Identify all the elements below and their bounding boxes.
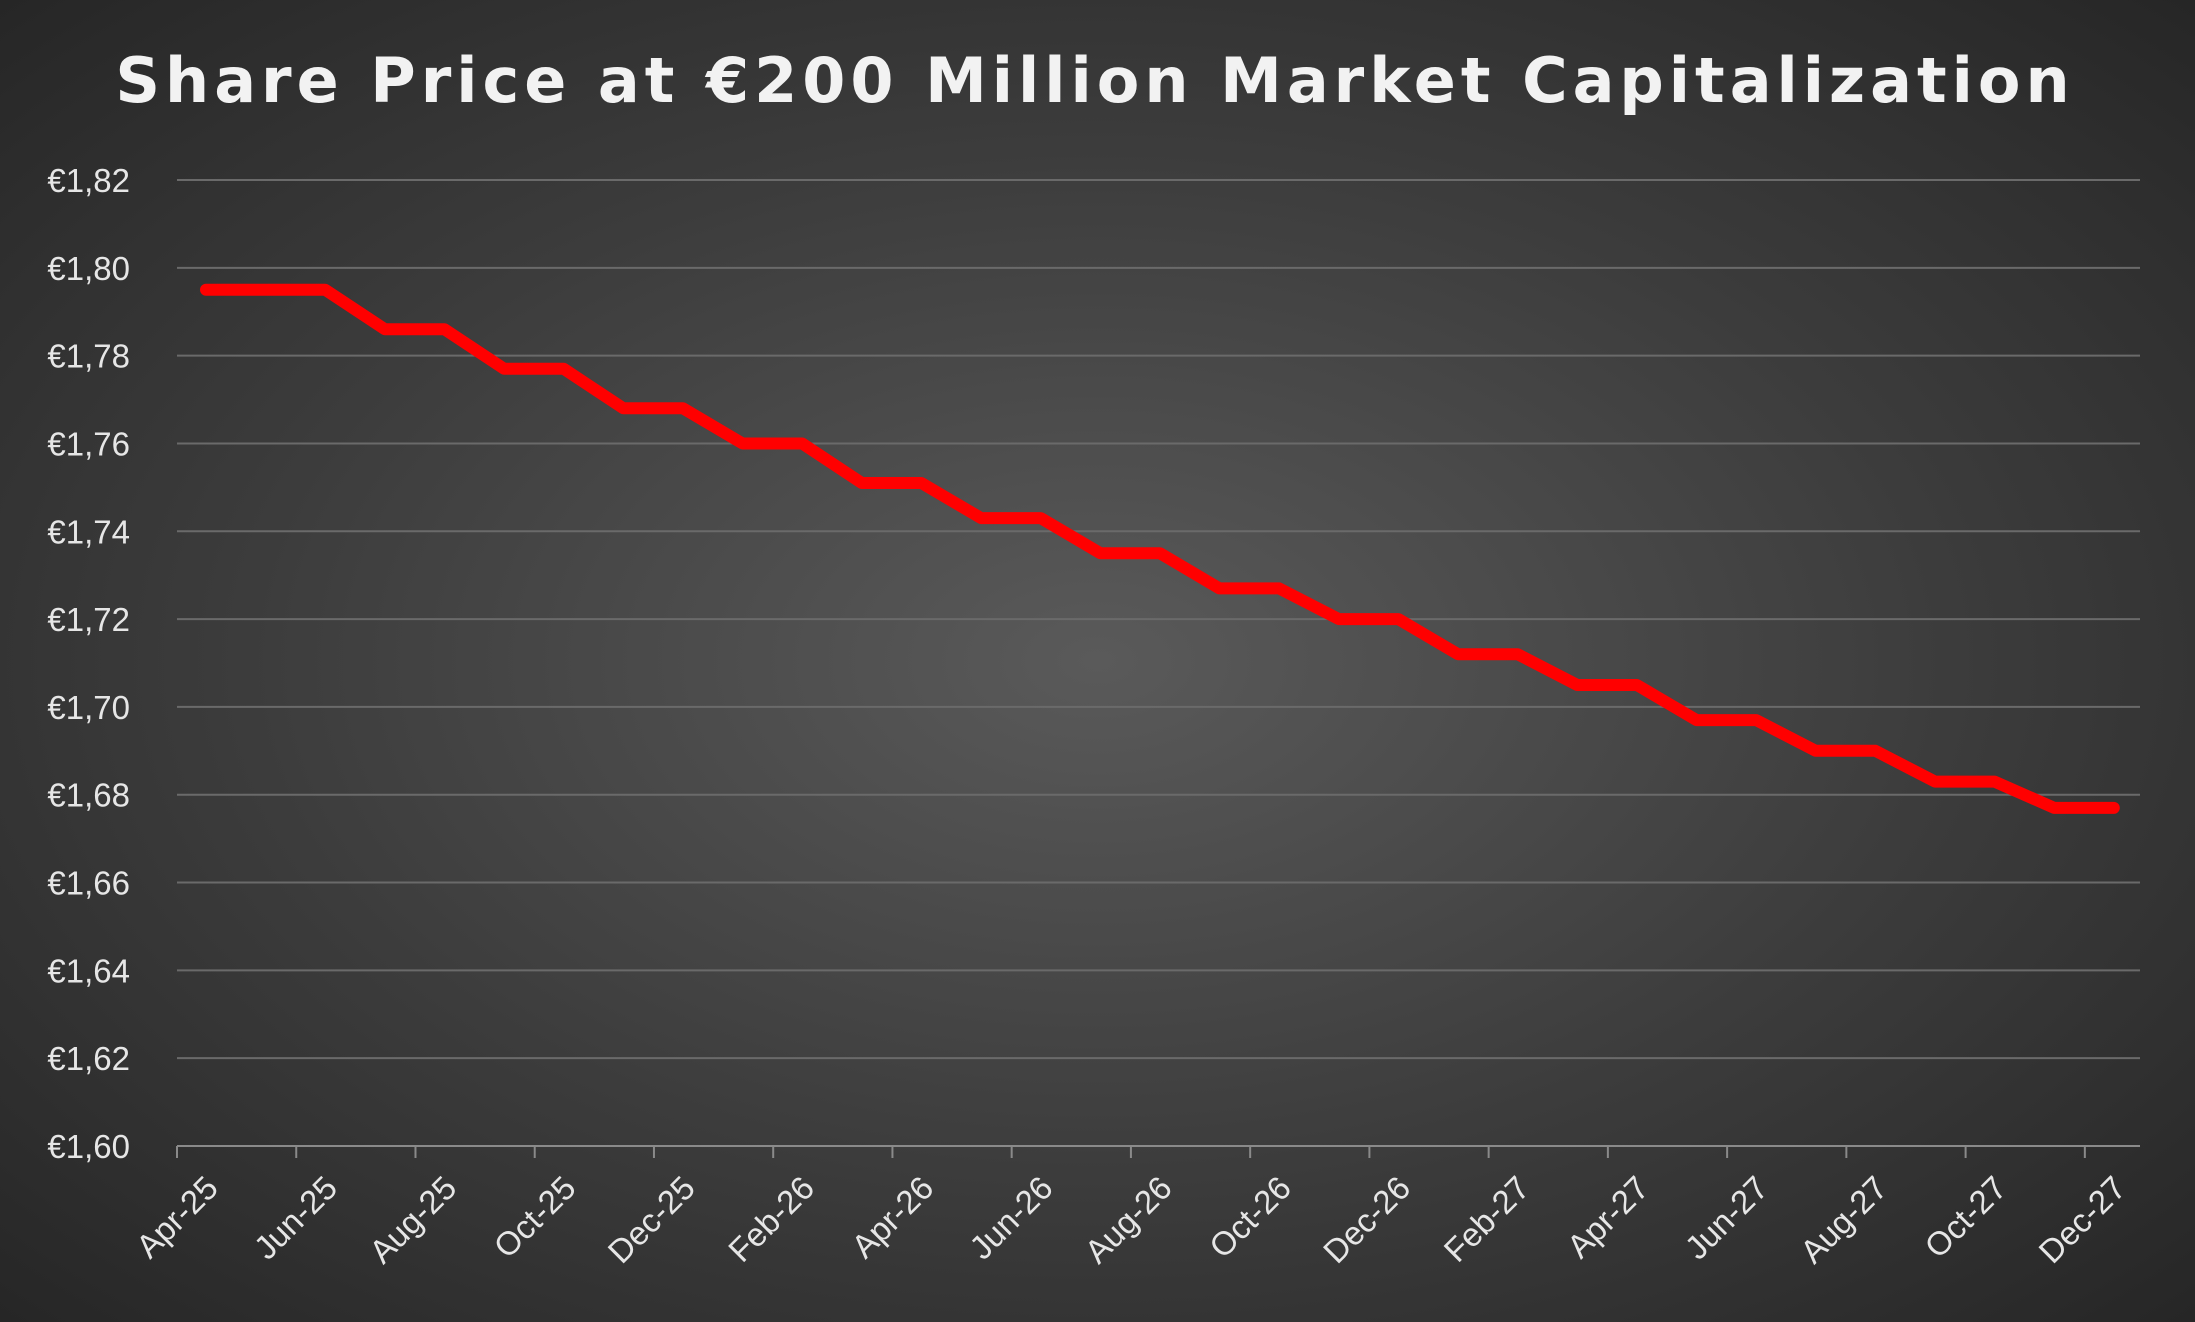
x-tick-label: Apr-27 xyxy=(1560,1169,1656,1265)
x-tick-label: Oct-25 xyxy=(486,1169,582,1265)
x-axis-tick-labels: Apr-25 Jun-25 Aug-25 Oct-25 Dec-25 Feb-26 Apr-… xyxy=(129,1169,2133,1270)
y-tick-label: €1,80 xyxy=(47,250,130,287)
x-tick-label: Apr-25 xyxy=(129,1169,225,1265)
x-tick-label: Jun-26 xyxy=(962,1169,1060,1267)
y-tick-label: €1,66 xyxy=(47,865,130,902)
y-tick-label: €1,74 xyxy=(47,513,130,550)
x-tick-label: Aug-26 xyxy=(1077,1169,1178,1270)
x-tick-label: Dec-27 xyxy=(2031,1169,2132,1270)
chart-title: Share Price at €200 Million Market Capit… xyxy=(115,44,2074,117)
y-tick-label: €1,68 xyxy=(47,777,130,814)
y-tick-label: €1,70 xyxy=(47,689,130,726)
x-tick-label: Aug-25 xyxy=(362,1169,463,1270)
x-tick-label: Jun-27 xyxy=(1678,1169,1776,1267)
series-line xyxy=(200,283,2120,814)
x-tick-label: Oct-27 xyxy=(1917,1169,2013,1265)
x-tick-label: Feb-27 xyxy=(1436,1169,1536,1269)
y-tick-label: €1,72 xyxy=(47,601,130,638)
y-tick-label: €1,62 xyxy=(47,1040,130,1077)
gridlines xyxy=(177,179,2140,1060)
y-tick-label: €1,76 xyxy=(47,425,130,462)
x-tick-label: Oct-26 xyxy=(1202,1169,1298,1265)
y-tick-label: €1,82 xyxy=(47,162,130,199)
y-tick-label: €1,78 xyxy=(47,338,130,375)
x-tick-label: Apr-26 xyxy=(844,1169,940,1265)
x-tick-label: Dec-25 xyxy=(601,1169,702,1270)
y-tick-label: €1,60 xyxy=(47,1128,130,1165)
y-axis-tick-labels: €1,60 €1,62 €1,64 €1,66 €1,68 €1,70 €1,72 €1,74… xyxy=(47,162,130,1165)
x-tick-label: Jun-25 xyxy=(247,1169,345,1267)
x-tick-label: Aug-27 xyxy=(1793,1169,1894,1270)
x-tick-label: Dec-26 xyxy=(1316,1169,1417,1270)
series-layer xyxy=(200,283,2120,814)
x-tick-label: Feb-26 xyxy=(721,1169,821,1269)
x-axis xyxy=(176,1145,2140,1158)
y-tick-label: €1,64 xyxy=(47,952,130,989)
